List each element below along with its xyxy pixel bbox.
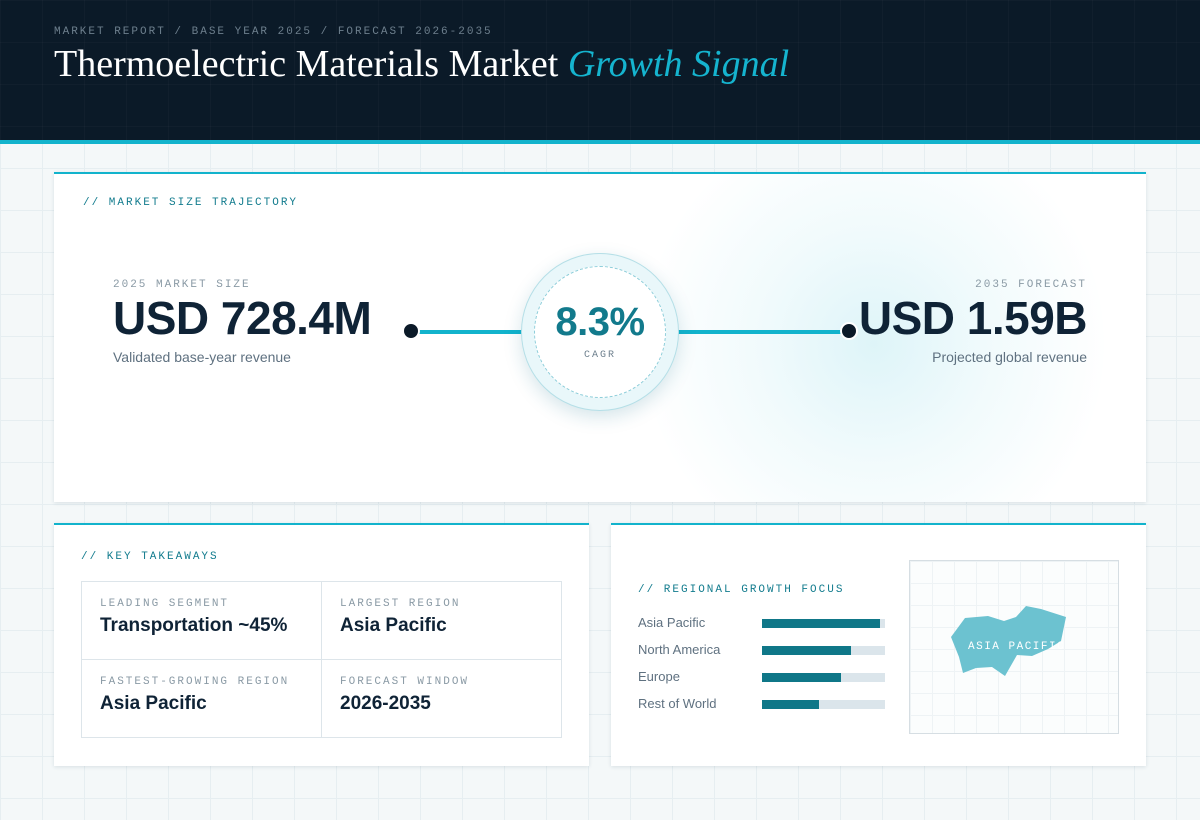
region-bar-track [762,619,885,628]
region-bar-row: Asia Pacific [638,615,886,631]
takeaway-value: Asia Pacific [340,615,447,636]
forecast-label: 2035 FORECAST [975,279,1087,291]
region-map: ASIA PACIFIC [909,560,1119,734]
region-bar-fill [762,619,881,628]
base-year-label: 2025 MARKET SIZE [113,279,251,291]
background-glow [614,174,1134,502]
region-bar-track [762,646,885,655]
trajectory-end-dot [840,322,858,340]
takeaway-largest-region: LARGEST REGION Asia Pacific [322,582,562,660]
forecast-value: USD 1.59B [858,292,1088,344]
takeaway-value: Asia Pacific [100,693,207,714]
page-title-main: Thermoelectric Materials Market [54,43,559,85]
takeaways-grid: LEADING SEGMENT Transportation ~45% LARG… [81,581,562,738]
takeaway-label: FASTEST-GROWING REGION [100,676,290,688]
region-bar-fill [762,673,841,682]
asia-pacific-map-shape [951,606,1066,676]
takeaway-leading-segment: LEADING SEGMENT Transportation ~45% [82,582,322,660]
region-bar-row: Rest of World [638,696,886,712]
region-name: Asia Pacific [638,615,706,630]
takeaway-value: Transportation ~45% [100,615,288,636]
region-bar-track [762,673,885,682]
map-region-label: ASIA PACIFIC [968,641,1066,653]
cagr-badge: 8.3% CAGR [521,253,679,411]
takeaway-value: 2026-2035 [340,693,431,714]
base-year-value: USD 728.4M [113,292,372,344]
cagr-label: CAGR [583,350,616,361]
takeaway-label: FORECAST WINDOW [340,676,470,688]
key-takeaways-card: // KEY TAKEAWAYS LEADING SEGMENT Transpo… [54,523,589,766]
region-bar-row: North America [638,642,886,658]
base-year-kpi: 2025 MARKET SIZE USD 728.4M Validated ba… [113,279,372,365]
regional-card-label: // REGIONAL GROWTH FOCUS [638,584,845,596]
trajectory-card-label: // MARKET SIZE TRAJECTORY [83,197,299,209]
forecast-sub: Projected global revenue [932,349,1087,365]
cagr-value: 8.3% [555,300,645,344]
takeaway-fastest-growing-region: FASTEST-GROWING REGION Asia Pacific [82,660,322,738]
region-name: North America [638,642,721,657]
region-bar-fill [762,700,819,709]
region-bar-fill [762,646,851,655]
trajectory-start-dot [402,322,420,340]
regional-growth-card: // REGIONAL GROWTH FOCUS Asia Pacific No… [611,523,1146,766]
page-title-accent: Growth Signal [567,43,790,85]
takeaway-forecast-window: FORECAST WINDOW 2026-2035 [322,660,562,738]
region-name: Europe [638,669,680,684]
breadcrumb: MARKET REPORT / BASE YEAR 2025 / FORECAS… [54,26,493,38]
takeaway-label: LEADING SEGMENT [100,598,230,610]
takeaways-card-label: // KEY TAKEAWAYS [81,551,219,563]
takeaway-label: LARGEST REGION [340,598,461,610]
page-title: Thermoelectric Materials Market Growth S… [54,42,789,86]
market-size-trajectory-card: // MARKET SIZE TRAJECTORY 2025 MARKET SI… [54,172,1146,502]
region-name: Rest of World [638,696,717,711]
region-bar-track [762,700,885,709]
cagr-inner-circle: 8.3% CAGR [534,266,666,398]
base-year-sub: Validated base-year revenue [113,349,291,365]
report-header: MARKET REPORT / BASE YEAR 2025 / FORECAS… [0,0,1200,144]
region-bar-row: Europe [638,669,886,685]
forecast-kpi: 2035 FORECAST USD 1.59B Projected global… [858,279,1088,365]
